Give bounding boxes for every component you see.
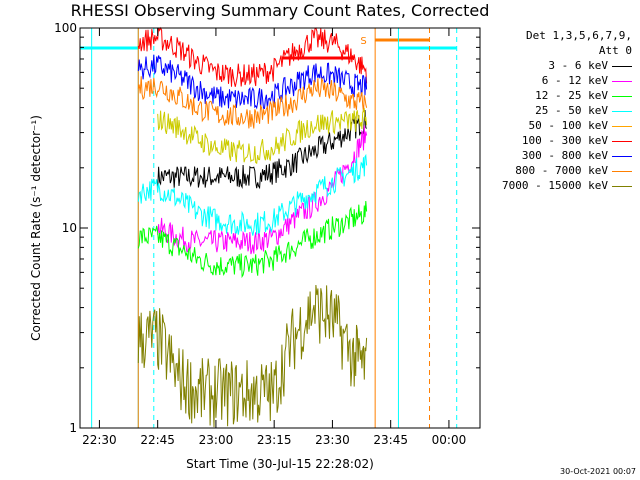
- x-axis-label: Start Time (30-Jul-15 22:28:02): [186, 457, 374, 471]
- series-line-7000-15000-keV: [137, 284, 368, 428]
- y-tick-label: 1: [69, 421, 77, 435]
- series-line-extra: [157, 107, 368, 165]
- legend-entry: 25 - 50 keV: [492, 103, 632, 118]
- legend-swatch: [612, 140, 632, 142]
- legend-entry-label: 50 - 100 keV: [528, 119, 608, 132]
- x-tick-label: 22:45: [140, 433, 175, 447]
- annotation-label: S: [360, 36, 366, 47]
- series-line-25-50-keV: [137, 153, 368, 236]
- legend-swatch: [612, 125, 632, 127]
- legend-entry: 100 - 300 keV: [492, 133, 632, 148]
- legend-entry: 12 - 25 keV: [492, 88, 632, 103]
- chart-title: RHESSI Observing Summary Count Rates, Co…: [71, 1, 490, 20]
- legend-header-line-1: Det 1,3,5,6,7,9,: [526, 29, 632, 42]
- legend-swatch: [612, 110, 632, 112]
- legend-swatch: [612, 65, 632, 67]
- legend-swatch: [612, 155, 632, 157]
- legend-entry-label: 25 - 50 keV: [535, 104, 608, 117]
- legend-swatch: [612, 170, 632, 172]
- legend-header-line-2: Att 0: [598, 44, 632, 57]
- y-tick-label: 100: [54, 21, 77, 35]
- x-tick-label: 23:45: [373, 433, 408, 447]
- legend-entry-label: 7000 - 15000 keV: [502, 179, 608, 192]
- legend-entry-label: 12 - 25 keV: [535, 89, 608, 102]
- legend-entry: 300 - 800 keV: [492, 148, 632, 163]
- x-tick-label: 00:00: [432, 433, 467, 447]
- legend-swatch: [612, 95, 632, 97]
- legend-entry: 50 - 100 keV: [492, 118, 632, 133]
- legend-entry: 7000 - 15000 keV: [492, 178, 632, 193]
- legend: Det 1,3,5,6,7,9, Att 0 3 - 6 keV 6 - 12 k…: [492, 28, 632, 193]
- series-line-6-12-keV: [157, 125, 368, 255]
- x-tick-label: 22:30: [82, 433, 117, 447]
- x-tick-label: 23:00: [199, 433, 234, 447]
- timestamp: 30-Oct-2021 00:07: [560, 467, 636, 476]
- legend-swatch: [612, 185, 632, 187]
- legend-entry-label: 300 - 800 keV: [521, 149, 608, 162]
- x-tick-label: 23:15: [257, 433, 292, 447]
- legend-entry-label: 800 - 7000 keV: [515, 164, 608, 177]
- legend-entry: 6 - 12 keV: [492, 73, 632, 88]
- plot-area: S: [80, 26, 458, 428]
- series-line-3-6-keV: [157, 109, 367, 190]
- legend-entry-label: 3 - 6 keV: [548, 59, 608, 72]
- series-line-800-7000-keV: [137, 76, 368, 129]
- series-line-12-25-keV: [137, 200, 368, 279]
- legend-entry-label: 100 - 300 keV: [521, 134, 608, 147]
- series-line-100-300-keV: [137, 26, 368, 87]
- series-line-300-800-keV: [137, 54, 368, 110]
- legend-entry-label: 6 - 12 keV: [541, 74, 608, 87]
- y-axis-label: Corrected Count Rate (s⁻¹ detector⁻¹): [29, 115, 43, 341]
- x-tick-label: 23:30: [315, 433, 350, 447]
- legend-entry: 3 - 6 keV: [492, 58, 632, 73]
- y-tick-label: 10: [62, 221, 77, 235]
- axes: 22:30 22:45 23:00 23:15 23:30 23:45 00:00 1 10 10…: [54, 21, 480, 447]
- legend-entry: 800 - 7000 keV: [492, 163, 632, 178]
- legend-swatch: [612, 80, 632, 82]
- legend-items: 3 - 6 keV 6 - 12 keV 12 - 25 keV 25 - 50 ke…: [492, 58, 632, 193]
